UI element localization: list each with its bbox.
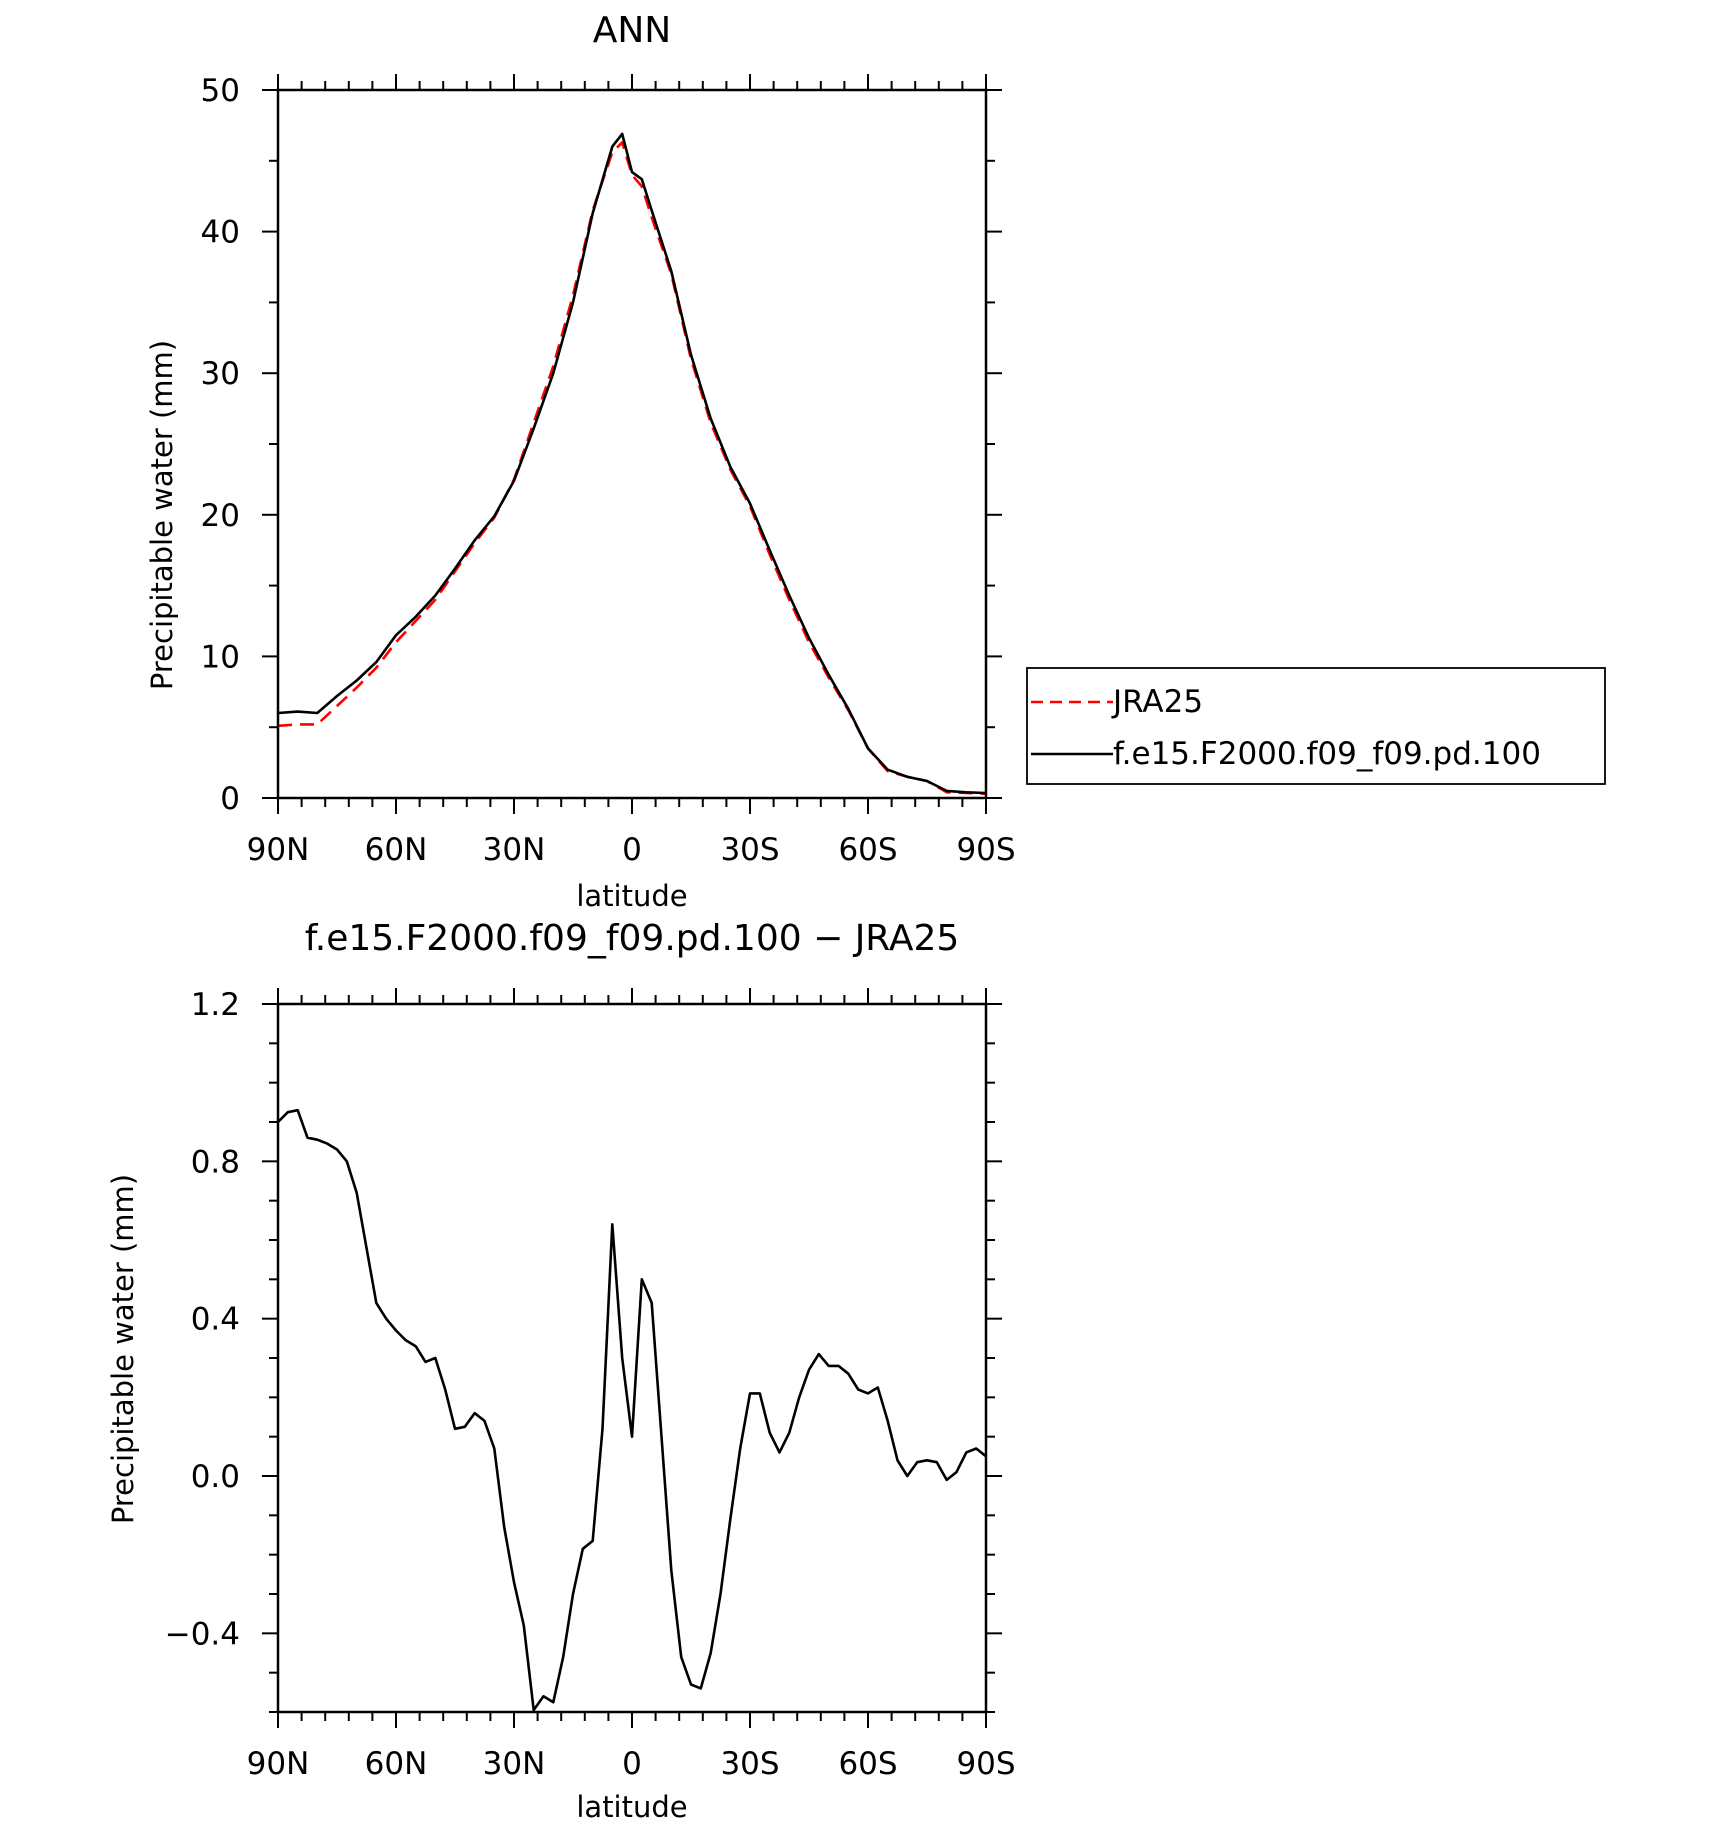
- plot-frame: [276, 1002, 988, 1714]
- panel-top: ANN 90N 60N 30N 0 30S 60S 90S 0 10 20 30 40 50 lati…: [145, 10, 1606, 913]
- y-tick-label: 50: [201, 73, 240, 109]
- y-tick-label: 0: [220, 781, 240, 817]
- chart-title: ANN: [593, 10, 672, 51]
- plot-lines: [277, 132, 987, 796]
- tick-marks: [262, 988, 1002, 1728]
- series-line-difference: [277, 1108, 987, 1712]
- y-tick-label: 0.4: [191, 1302, 240, 1338]
- x-tick-label: 90N: [247, 832, 310, 868]
- y-tick-label: 40: [201, 215, 240, 251]
- x-tick-label: 90S: [956, 1746, 1015, 1782]
- x-axis-label: latitude: [576, 879, 687, 913]
- x-tick-label: 60S: [838, 1746, 897, 1782]
- y-tick-label: 0.0: [191, 1459, 240, 1495]
- chart-title: f.e15.F2000.f09_f09.pd.100 − JRA25: [305, 918, 960, 959]
- legend-box: [1026, 667, 1606, 785]
- y-tick-labels: −0.4 0.0 0.4 0.8 1.2: [165, 987, 240, 1652]
- y-axis-label: Precipitable water (mm): [145, 340, 179, 690]
- x-tick-labels: 90N 60N 30N 0 30S 60S 90S: [247, 1746, 1016, 1782]
- x-tick-label: 30N: [483, 832, 546, 868]
- legend-label-jra25: JRA25: [1111, 684, 1203, 720]
- x-tick-label: 0: [622, 1746, 642, 1782]
- series-line-f-e15-f2000-f09-f09-pd-100: [277, 132, 987, 795]
- y-tick-label: 0.8: [191, 1144, 240, 1180]
- plot-frame: [276, 88, 988, 800]
- x-tick-label: 0: [622, 832, 642, 868]
- legend: JRA25 f.e15.F2000.f09_f09.pd.100: [1026, 667, 1606, 785]
- y-tick-label: 20: [201, 498, 240, 534]
- tick-marks: [262, 74, 1002, 814]
- x-tick-label: 30S: [720, 832, 779, 868]
- x-tick-label: 60N: [365, 832, 428, 868]
- x-tick-label: 30N: [483, 1746, 546, 1782]
- x-tick-labels: 90N 60N 30N 0 30S 60S 90S: [247, 832, 1016, 868]
- x-tick-label: 60S: [838, 832, 897, 868]
- y-tick-label: 1.2: [191, 987, 240, 1023]
- y-axis-label: Precipitable water (mm): [106, 1174, 140, 1524]
- x-tick-label: 30S: [720, 1746, 779, 1782]
- y-tick-label: −0.4: [165, 1616, 240, 1652]
- series-line-jra25: [277, 141, 987, 796]
- legend-label-model: f.e15.F2000.f09_f09.pd.100: [1113, 736, 1541, 772]
- x-axis-label: latitude: [576, 1790, 687, 1822]
- y-tick-label: 10: [201, 639, 240, 675]
- x-tick-label: 60N: [365, 1746, 428, 1782]
- x-tick-label: 90N: [247, 1746, 310, 1782]
- y-tick-label: 30: [201, 356, 240, 392]
- y-tick-labels: 0 10 20 30 40 50: [201, 73, 240, 817]
- x-tick-label: 90S: [956, 832, 1015, 868]
- plot-lines: [277, 1108, 987, 1712]
- panel-bottom: f.e15.F2000.f09_f09.pd.100 − JRA25 90N 60…: [106, 918, 1016, 1822]
